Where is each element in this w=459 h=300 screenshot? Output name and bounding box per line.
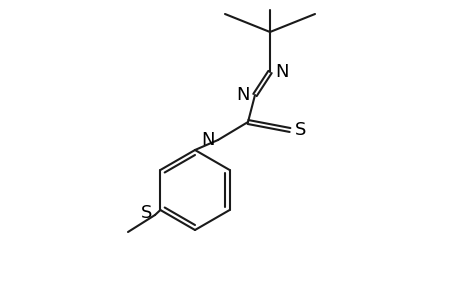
Text: S: S <box>295 121 306 139</box>
Text: N: N <box>201 131 214 149</box>
Text: S: S <box>141 204 152 222</box>
Text: N: N <box>236 86 249 104</box>
Text: N: N <box>274 63 288 81</box>
